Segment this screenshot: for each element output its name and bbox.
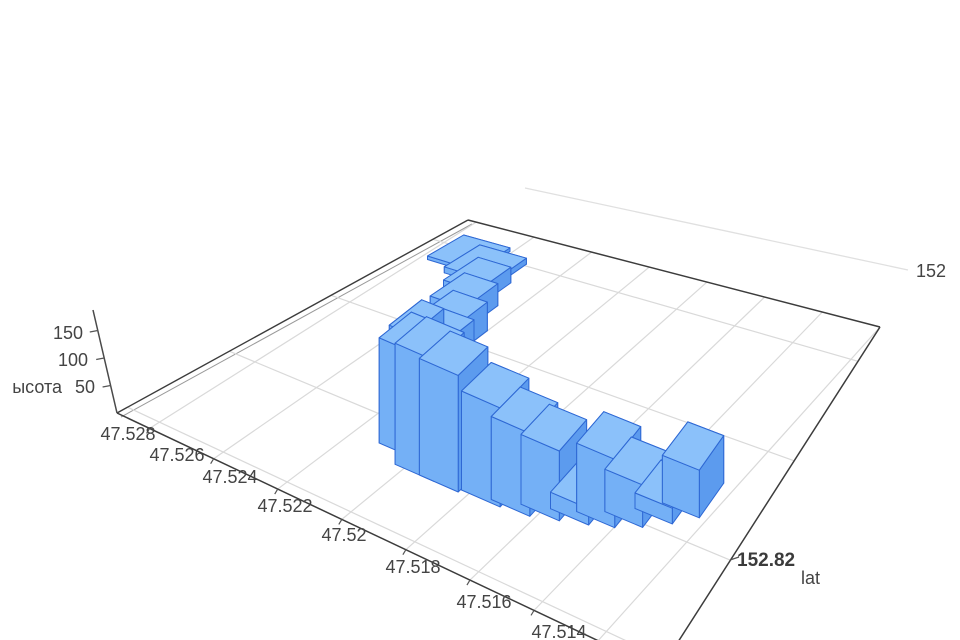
floor-gridline-lat bbox=[127, 406, 626, 640]
z-tick-mark bbox=[89, 329, 98, 333]
x-tick-mark bbox=[146, 428, 151, 434]
floor-edge-echo bbox=[120, 223, 473, 418]
z-axis-title: ысота bbox=[12, 377, 63, 397]
x-tick-mark bbox=[338, 519, 343, 525]
bar-face bbox=[394, 316, 465, 361]
bar-face bbox=[418, 330, 489, 376]
bar-box[interactable] bbox=[661, 421, 725, 519]
x-axis-line bbox=[116, 412, 599, 640]
x-tick-label: 47.524 bbox=[202, 467, 257, 487]
wall-top-edge bbox=[524, 187, 909, 271]
bar-face bbox=[490, 386, 559, 434]
lat-tick-mark bbox=[729, 556, 740, 561]
floor-gridline-x bbox=[149, 221, 477, 429]
floor-edge-back-right bbox=[467, 219, 881, 328]
lat-axis-title: lat bbox=[801, 568, 820, 588]
z-tick-label: 50 bbox=[75, 377, 95, 397]
z-axis-line bbox=[92, 309, 118, 414]
lat-axis-edge-tick-label: 152 bbox=[916, 261, 946, 281]
bar-face bbox=[576, 411, 642, 460]
x-tick-label: 47.522 bbox=[257, 496, 312, 516]
bar-box[interactable] bbox=[604, 436, 669, 528]
x-tick-mark bbox=[274, 488, 279, 495]
bar-face bbox=[520, 403, 588, 452]
bar-face bbox=[461, 362, 530, 409]
floor-edge-back-left bbox=[116, 219, 469, 414]
x-tick-label: 47.518 bbox=[385, 557, 440, 577]
lat-tick-label: 152.82 bbox=[737, 550, 795, 571]
x-tick-label: 47.528 bbox=[100, 424, 155, 444]
floor-edge-front-right bbox=[678, 326, 881, 640]
bar-face bbox=[418, 357, 459, 493]
x-tick-mark bbox=[210, 458, 215, 465]
z-tick-mark bbox=[96, 357, 105, 361]
z-tick-label: 100 bbox=[58, 350, 88, 370]
x-tick-mark bbox=[530, 610, 535, 616]
x-tick-label: 47.52 bbox=[321, 525, 366, 545]
floor-gridline-x bbox=[597, 326, 881, 640]
x-tick-mark bbox=[402, 549, 407, 556]
z-tick-mark bbox=[102, 384, 111, 388]
x-tick-label: 47.516 bbox=[456, 592, 511, 612]
x-tick-mark bbox=[466, 579, 471, 586]
x-tick-label: 47.526 bbox=[149, 445, 204, 465]
bar-face bbox=[661, 421, 725, 471]
z-tick-label: 150 bbox=[53, 323, 83, 343]
x-tick-label: 47.514 bbox=[531, 622, 586, 640]
